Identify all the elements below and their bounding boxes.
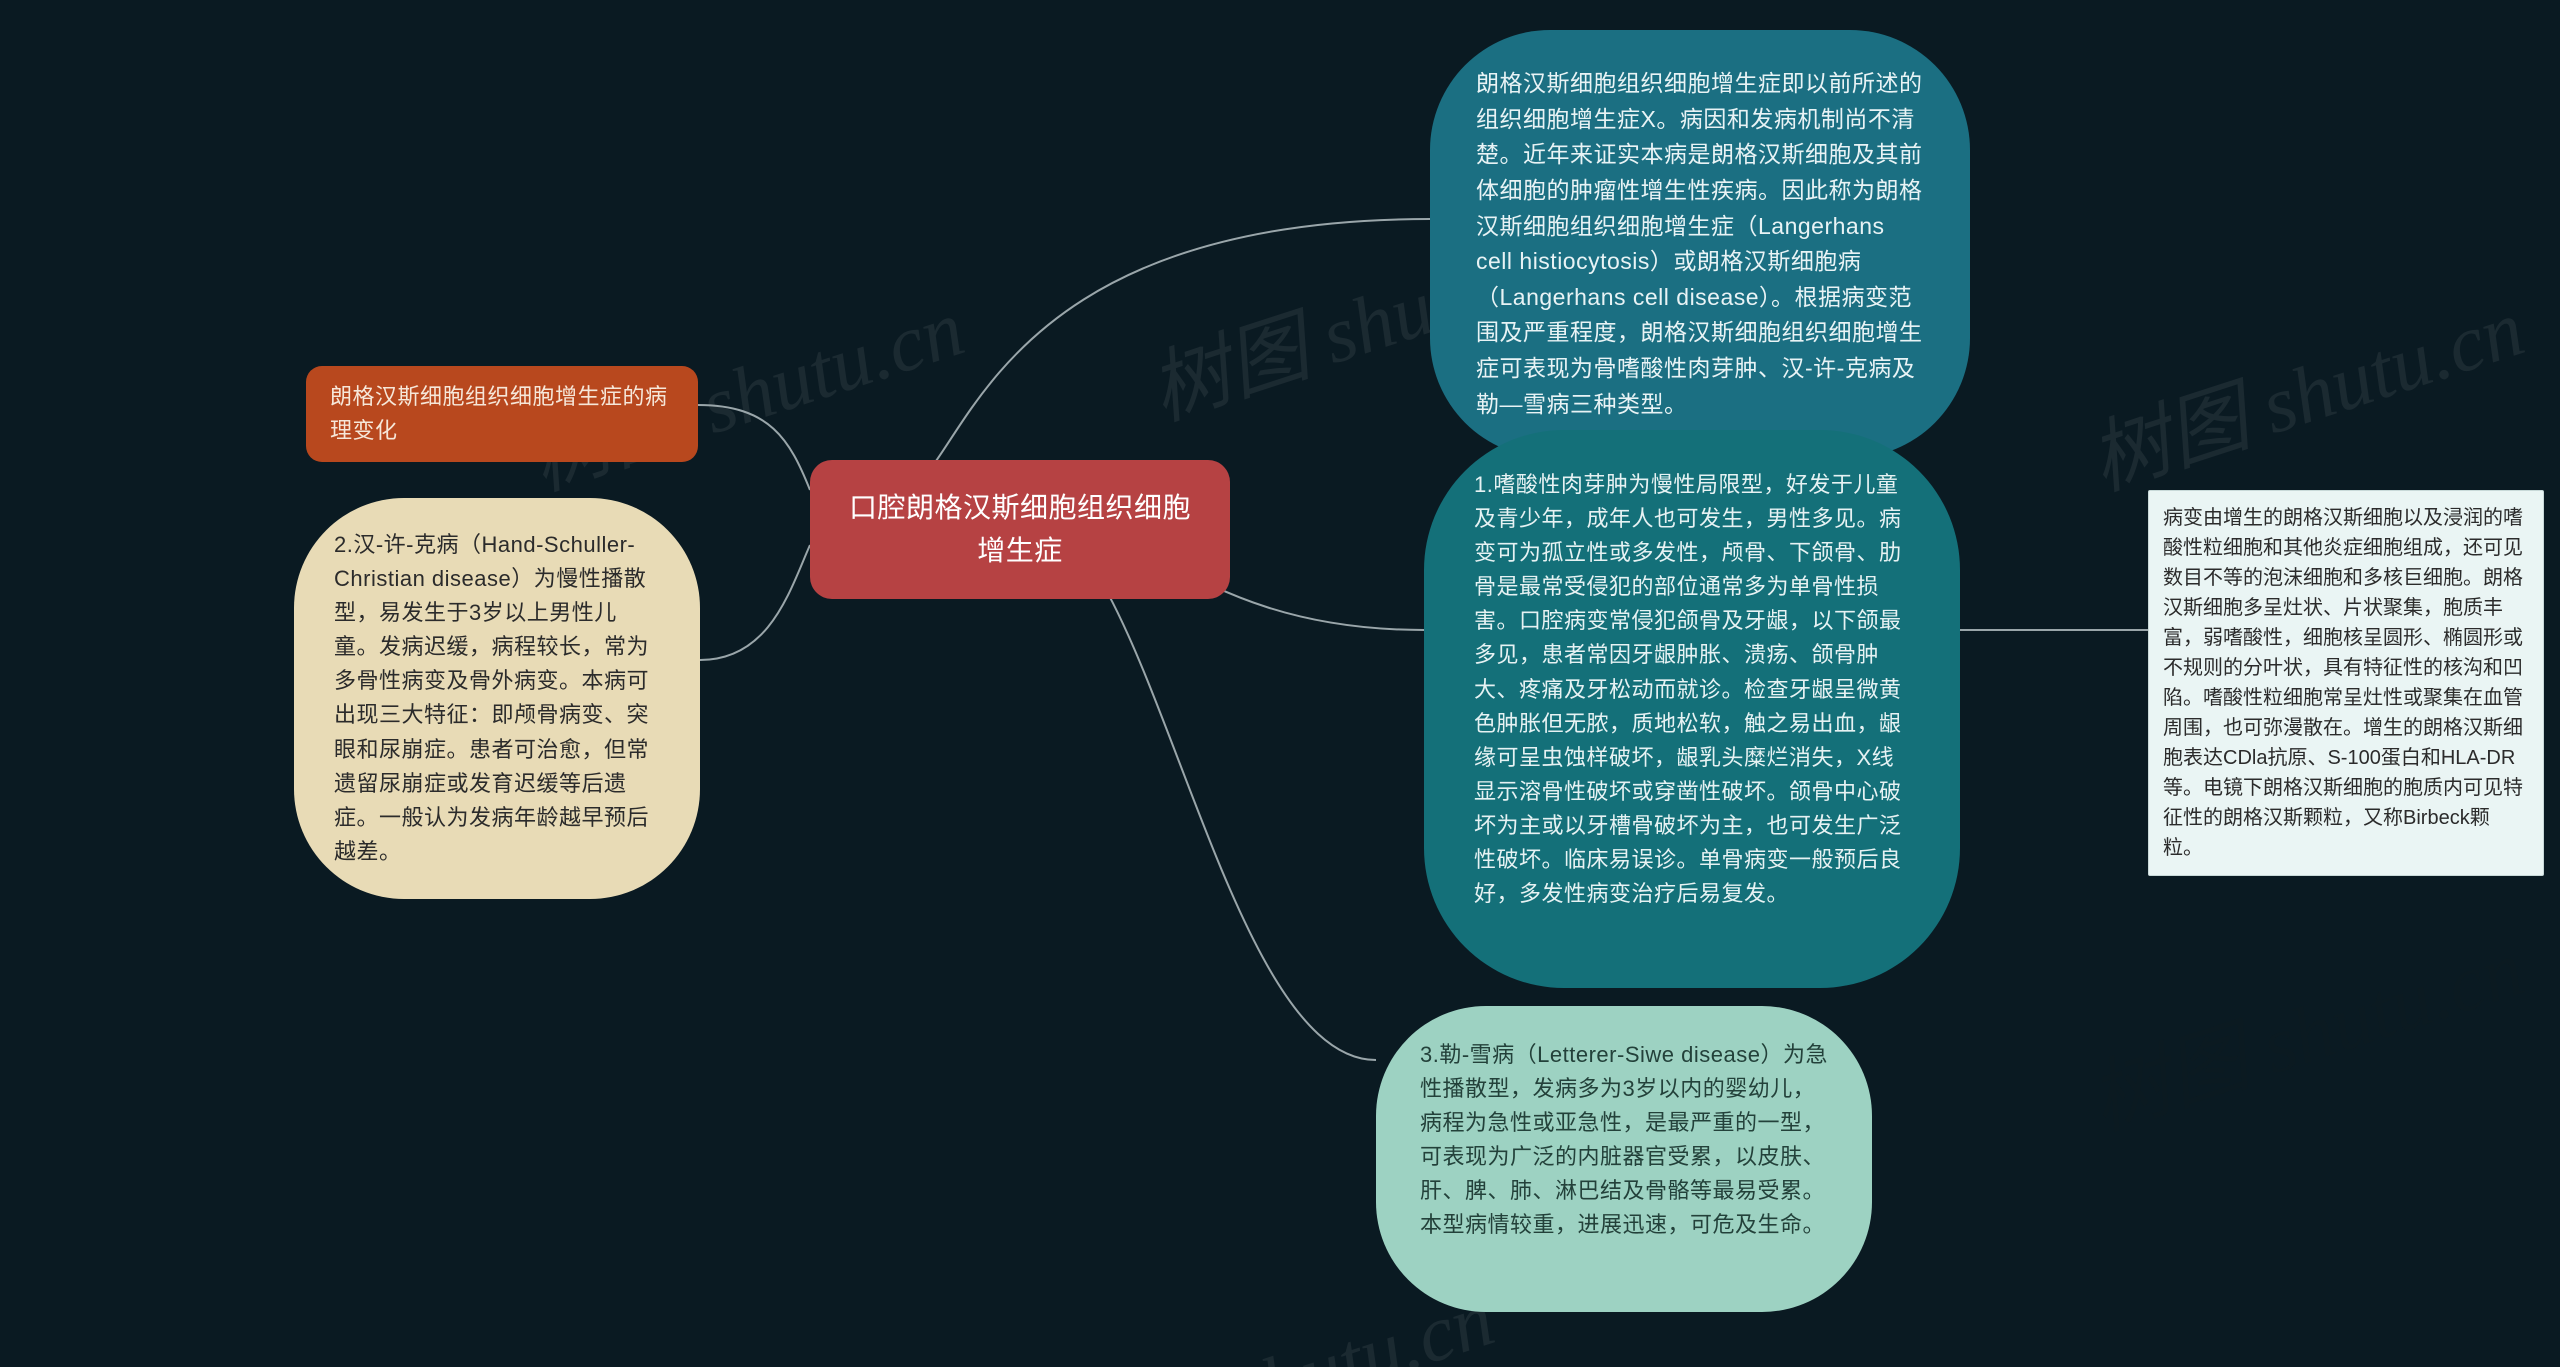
branch-type3-letterer-siwe[interactable]: 3.勒-雪病（Letterer-Siwe disease）为急性播散型，发病多为… <box>1376 1006 1872 1312</box>
branch-type2-hand-schuller-christian[interactable]: 2.汉-许-克病（Hand-Schuller-Christian disease… <box>294 498 700 899</box>
leaf-pathology-detail[interactable]: 病变由增生的朗格汉斯细胞以及浸润的嗜酸性粒细胞和其他炎症细胞组成，还可见数目不等… <box>2148 490 2544 876</box>
watermark: 树图 shutu.cn <box>2073 263 2536 512</box>
connector-path <box>698 405 810 490</box>
root-node[interactable]: 口腔朗格汉斯细胞组织细胞增生症 <box>810 460 1230 599</box>
connector-path <box>910 219 1430 490</box>
branch-type1-eosinophilic-granuloma[interactable]: 1.嗜酸性肉芽肿为慢性局限型，好发于儿童及青少年，成年人也可发生，男性多见。病变… <box>1424 430 1960 988</box>
watermark: 树图 shutu.cn <box>2073 903 2536 1152</box>
branch-pathology-title[interactable]: 朗格汉斯细胞组织细胞增生症的病理变化 <box>306 366 698 462</box>
mindmap-stage: 树图 shutu.cn树图 shutu.cn树图 shutu.cn树图 shut… <box>0 0 2560 1367</box>
branch-intro[interactable]: 朗格汉斯细胞组织细胞增生症即以前所述的组织细胞增生症X。病因和发病机制尚不清楚。… <box>1430 30 1970 458</box>
connector-path <box>1030 518 1376 1060</box>
connector-path <box>700 545 810 660</box>
